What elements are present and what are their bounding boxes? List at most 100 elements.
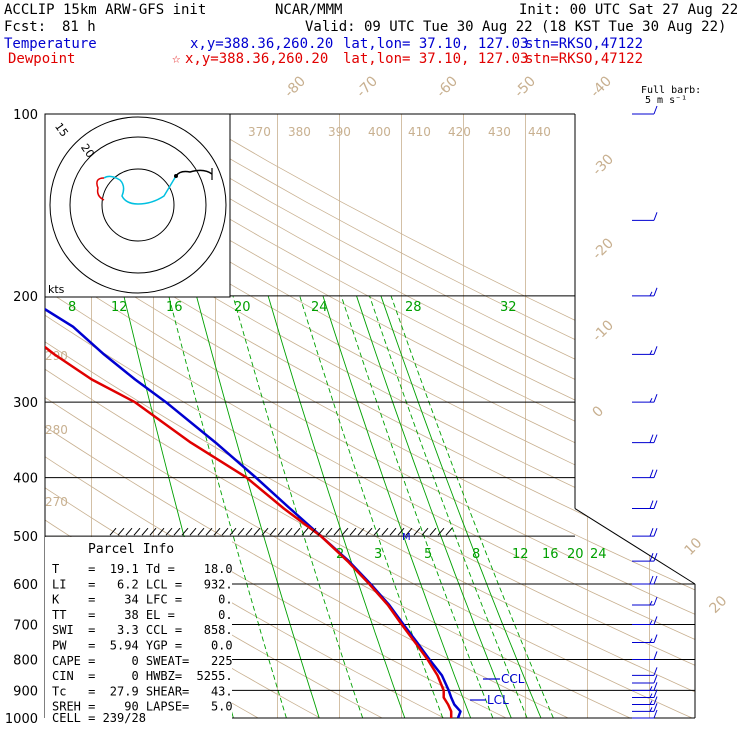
wind-barb-half <box>649 600 653 606</box>
mixing-ratio-line <box>390 295 554 718</box>
pressure-tick-label: 100 <box>13 108 38 123</box>
hatch-mark <box>333 527 341 536</box>
mixing-ratio-label: 16 <box>542 547 559 562</box>
isotherm-label: -40 <box>588 73 615 100</box>
temp-stn: stn=RKSO,47122 <box>525 36 644 52</box>
model-title: ACCLIP 15km ARW-GFS init <box>4 2 207 18</box>
hatch-mark <box>221 527 229 536</box>
wind-barb-flag <box>653 553 658 562</box>
isotherm-label: -70 <box>354 73 381 100</box>
parcel-row: SREH = 90 LAPSE= 5.0 <box>52 700 233 714</box>
wind-barb-half <box>649 700 653 705</box>
sounding-series <box>45 114 462 718</box>
hatch-mark <box>413 527 421 536</box>
dry-adiabat-line <box>45 114 693 718</box>
mixing-ratio-label: 5 <box>424 547 432 562</box>
hatch-mark <box>389 527 397 536</box>
hatch-mark <box>317 527 325 536</box>
wind-barb-flag <box>653 651 658 660</box>
hatch-mark <box>285 527 293 536</box>
theta-label: 390 <box>328 125 351 139</box>
wind-barb-flag <box>653 674 658 684</box>
parcel-row: K = 34 LFC = 0. <box>52 593 233 607</box>
wind-barb-flag <box>653 212 658 221</box>
mixing-ratio-label: 8 <box>68 300 76 315</box>
theta-side-label: 280 <box>45 423 68 437</box>
hatch-mark <box>165 527 173 536</box>
mixing-ratio-label: 20 <box>567 547 584 562</box>
pressure-tick-label: 300 <box>13 396 38 411</box>
wind-barb-flag <box>653 287 658 296</box>
hatch-mark <box>325 527 333 536</box>
ccl-label: CCL <box>501 672 525 686</box>
hatch-mark <box>197 527 205 536</box>
dew-stn: stn=RKSO,47122 <box>525 51 644 67</box>
wind-barb-flag <box>653 575 658 585</box>
isotherm-label: -60 <box>434 73 461 100</box>
lcl-label: LCL <box>487 693 509 707</box>
hatch-mark <box>381 527 389 536</box>
hatch-mark <box>261 527 269 536</box>
pressure-tick-label: 500 <box>13 530 38 545</box>
parcel-row: CIN = 0 HWBZ= 5255. <box>52 669 233 683</box>
wind-barb-flag <box>649 528 654 537</box>
hatch-mark <box>357 527 365 536</box>
dry-adiabat-line <box>45 114 695 718</box>
wind-barb-flag <box>653 616 658 625</box>
wind-barbs <box>632 105 658 719</box>
barb-key-title: Full barb: <box>641 85 702 96</box>
wind-barb-half <box>649 291 653 297</box>
dry-adiabat-line <box>45 114 695 718</box>
mixing-ratio-label: 3 <box>374 547 382 562</box>
mixing-ratio-label: 20 <box>234 300 251 315</box>
parcel-row: Tc = 27.9 SHEAR= 43. <box>52 684 233 698</box>
wind-barb-flag <box>649 500 654 509</box>
init-time: Init: 00 UTC Sat 27 Aug 22 <box>519 2 739 18</box>
temp-latlon: lat,lon= 37.10, 127.03 <box>343 36 529 52</box>
wind-barb-flag <box>653 696 658 705</box>
parcel-row: T = 19.1 Td = 18.0 <box>52 562 233 576</box>
mixing-ratio-line <box>340 295 494 718</box>
hatch-mark <box>237 527 245 536</box>
hatch-mark <box>373 527 381 536</box>
theta-label: 410 <box>408 125 431 139</box>
hodograph-ring-inner <box>101 168 175 242</box>
wind-barb-flag <box>653 689 658 698</box>
hatch-mark <box>365 527 373 536</box>
hatch-mark <box>109 527 117 536</box>
wind-barb-flag <box>653 709 658 719</box>
hodograph-ring-outer <box>49 116 227 294</box>
dry-adiabat-line <box>57 114 695 718</box>
wind-barb-flag <box>649 575 654 585</box>
wind-barb-flag <box>653 394 658 403</box>
hatch-mark <box>141 527 149 536</box>
mixing-ratio-line <box>356 295 512 718</box>
wind-barb-flag <box>653 667 658 676</box>
dry-adiabats <box>45 114 695 718</box>
hatch-mark <box>293 527 301 536</box>
dry-adiabat-line <box>45 114 569 718</box>
wind-barb-half <box>649 620 653 625</box>
isotherm-label: -20 <box>590 235 617 262</box>
theta-label: 420 <box>448 125 471 139</box>
wind-barb-flag <box>653 682 658 691</box>
hatch-mark <box>397 527 405 536</box>
hatch-mark <box>301 527 309 536</box>
hatch-mark <box>189 527 197 536</box>
wind-barb-flag <box>653 500 658 509</box>
level-ticks <box>109 527 453 536</box>
fcst-label: Fcst: <box>4 19 47 35</box>
hodograph-frame <box>44 113 231 298</box>
theta-label: 440 <box>528 125 551 139</box>
temp-label: Temperature <box>4 36 97 52</box>
hatch-mark <box>125 527 133 536</box>
mixing-ratio-label: 32 <box>500 300 517 315</box>
mixing-ratio-label: 24 <box>590 547 607 562</box>
hatch-mark <box>269 527 277 536</box>
parcel-box-bg <box>45 537 232 726</box>
isotherm-label: 10 <box>682 535 706 559</box>
wind-barb-half <box>649 638 653 643</box>
dry-adiabat-line <box>45 114 695 718</box>
hatch-mark <box>181 527 189 536</box>
hatch-mark <box>253 527 261 536</box>
